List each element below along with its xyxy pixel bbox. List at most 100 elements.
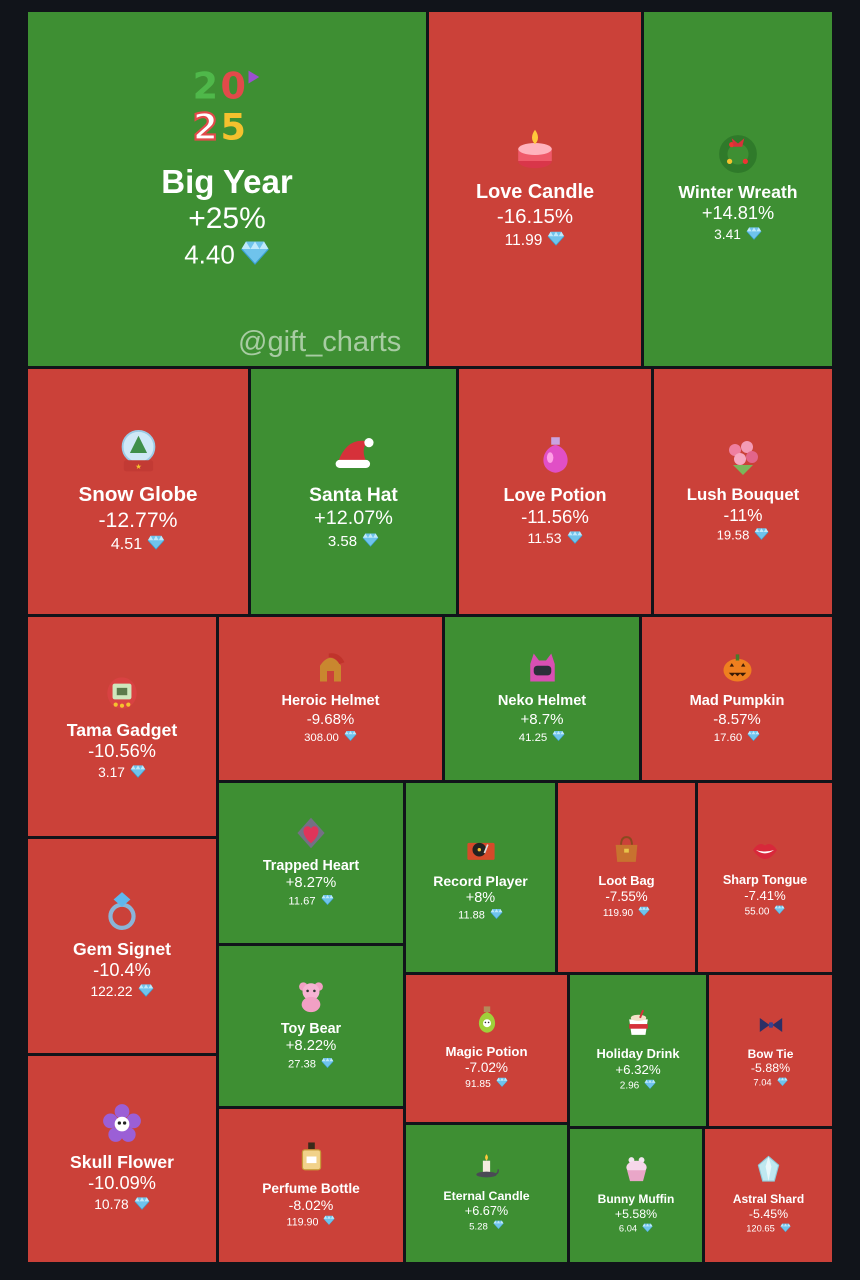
number-balloons-icon: 2 0 2 5 (184, 62, 270, 152)
diamond-icon (776, 1076, 788, 1090)
tile-name: Bunny Muffin (597, 1192, 675, 1207)
tile-price: 27.38 (288, 1056, 334, 1074)
tile-name: Winter Wreath (678, 182, 798, 203)
diamond-icon (130, 763, 146, 784)
cat-helmet-icon (525, 650, 560, 689)
diamond-icon (490, 907, 503, 924)
tile-record-player: Record Player +8% 11.88 (404, 781, 557, 974)
tile-change: -12.77% (98, 508, 178, 532)
price-value: 11.99 (504, 232, 543, 250)
price-value: 6.04 (618, 1223, 638, 1234)
price-value: 41.25 (518, 731, 548, 744)
tile-change: -5.45% (748, 1206, 789, 1221)
tile-change: +12.07% (314, 506, 393, 529)
tile-magic-potion: Magic Potion -7.02% 91.85 (404, 973, 569, 1124)
price-value: 119.90 (602, 907, 634, 919)
snow-globe-icon: ★ (114, 426, 163, 479)
tile-price: 17.60 (714, 729, 760, 747)
diamond-icon (138, 982, 154, 1003)
tile-price: 11.53 (527, 529, 582, 549)
tile-change: +8% (465, 889, 496, 906)
tile-name: Sharp Tongue (722, 873, 808, 888)
tile-change: -10.09% (88, 1173, 156, 1194)
tile-name: Holiday Drink (596, 1046, 680, 1062)
tile-price: 6.04 (619, 1222, 653, 1236)
tile-heroic-helmet: Heroic Helmet -9.68% 308.00 (217, 615, 444, 782)
diamond-icon (496, 1076, 508, 1092)
tile-bunny-muffin: Bunny Muffin +5.58% 6.04 (568, 1127, 704, 1264)
tile-love-potion: Love Potion -11.56% 11.53 (457, 367, 653, 616)
diamond-icon (134, 1195, 150, 1216)
diamond-icon (323, 1214, 336, 1231)
tile-name: Eternal Candle (443, 1189, 530, 1204)
handbag-icon (611, 834, 642, 869)
tile-price: 122.22 (90, 982, 153, 1003)
tile-price: 91.85 (465, 1076, 508, 1092)
tile-price: 308.00 (304, 729, 357, 747)
tile-name: Skull Flower (70, 1152, 174, 1173)
diamond-icon (362, 531, 379, 554)
tile-price: 119.90 (603, 905, 650, 921)
tile-name: Snow Globe (78, 482, 198, 506)
tile-neko-helmet: Neko Helmet +8.7% 41.25 (443, 615, 641, 782)
tile-change: +8.27% (285, 874, 337, 891)
candle-holder-icon (472, 1152, 501, 1185)
tile-toy-bear: Toy Bear +8.22% 27.38 (217, 944, 405, 1108)
price-value: 55.00 (744, 906, 770, 918)
price-value: 4.40 (184, 239, 235, 270)
price-value: 3.58 (327, 532, 358, 550)
pumpkin-icon (720, 650, 755, 689)
tile-name: Magic Potion (445, 1044, 528, 1060)
tile-name: Trapped Heart (262, 857, 360, 874)
price-value: 27.38 (288, 1058, 316, 1071)
diamond-icon (747, 729, 760, 747)
diamond-icon (240, 237, 270, 276)
tile-name: Loot Bag (598, 873, 655, 889)
tile-change: -8.02% (288, 1197, 334, 1214)
teddy-bear-icon (294, 979, 328, 1017)
tile-price: 3.41 (714, 225, 762, 246)
diamond-icon (567, 529, 583, 549)
tile-bow-tie: Bow Tie -5.88% 7.04 (707, 973, 834, 1128)
svg-text:5: 5 (221, 105, 246, 148)
tile-price: 11.88 (458, 907, 503, 924)
diamond-icon (344, 729, 357, 747)
tile-change: +6.32% (615, 1061, 661, 1077)
tile-change: -16.15% (496, 204, 574, 228)
tile-change: +5.58% (614, 1206, 658, 1221)
price-value: 5.28 (469, 1221, 488, 1233)
diamond-icon (638, 905, 650, 921)
tile-santa-hat: Santa Hat +12.07% 3.58 (249, 367, 458, 616)
bow-tie-icon (757, 1011, 785, 1043)
muffin-icon (622, 1155, 651, 1188)
diamond-icon (780, 1222, 791, 1236)
price-value: 119.90 (286, 1216, 319, 1229)
tile-snow-globe: ★ Snow Globe -12.77% 4.51 (26, 367, 250, 616)
tile-price: 120.65 (746, 1222, 791, 1236)
santa-hat-icon (331, 430, 377, 480)
tile-trapped-heart: Trapped Heart +8.27% 11.67 (217, 781, 405, 945)
bouquet-icon (723, 437, 763, 481)
hot-drink-icon (623, 1007, 654, 1042)
price-value: 2.96 (619, 1080, 640, 1092)
price-value: 11.67 (288, 895, 316, 908)
wreath-icon (717, 132, 759, 178)
tile-name: Love Potion (503, 484, 607, 505)
tile-price: 10.78 (94, 1195, 150, 1216)
tile-name: Santa Hat (309, 484, 398, 506)
tile-eternal-candle: Eternal Candle +6.67% 5.28 (404, 1123, 569, 1264)
price-value: 11.53 (527, 529, 562, 546)
tile-price: 7.04 (753, 1076, 788, 1090)
tile-name: Perfume Bottle (262, 1180, 360, 1196)
tile-name: Lush Bouquet (686, 485, 800, 505)
tile-skull-flower: Skull Flower -10.09% 10.78 (26, 1054, 218, 1264)
tile-winter-wreath: Winter Wreath +14.81% 3.41 (642, 10, 834, 368)
price-value: 3.17 (98, 764, 125, 780)
tile-name: Love Candle (475, 180, 595, 203)
tile-perfume-bottle: Perfume Bottle -8.02% 119.90 (217, 1107, 405, 1264)
svg-text:★: ★ (135, 462, 142, 471)
diamond-icon (644, 1078, 656, 1094)
tile-lush-bouquet: Lush Bouquet -11% 19.58 (652, 367, 834, 616)
tile-change: +8.7% (520, 710, 564, 728)
tile-change: -11.56% (521, 506, 589, 528)
